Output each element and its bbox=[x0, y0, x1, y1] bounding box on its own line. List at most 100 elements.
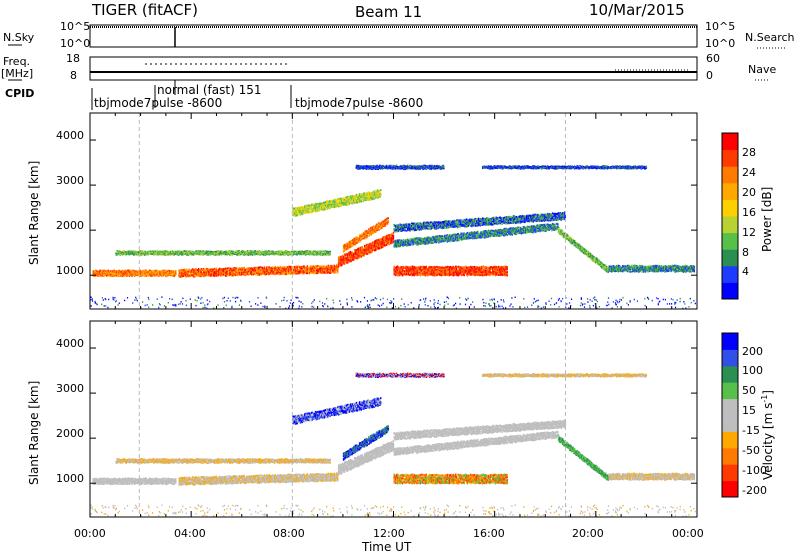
echo-cell bbox=[444, 235, 445, 237]
echo-cell bbox=[264, 266, 265, 268]
echo-cell bbox=[401, 240, 402, 242]
echo-cell bbox=[292, 250, 293, 251]
echo-cell bbox=[252, 253, 253, 254]
echo-cell bbox=[118, 276, 119, 278]
echo-cell bbox=[155, 253, 156, 254]
echo-cell bbox=[478, 233, 479, 235]
echo-cell bbox=[265, 250, 266, 251]
echo-cell bbox=[243, 255, 244, 256]
echo-cell bbox=[447, 266, 448, 268]
echo-cell bbox=[337, 268, 338, 270]
echo-cell bbox=[329, 253, 330, 254]
echo-cell bbox=[496, 230, 497, 232]
echo-cell bbox=[413, 243, 414, 245]
echo-cell bbox=[145, 251, 146, 252]
echo-cell bbox=[206, 268, 207, 270]
echo-cell bbox=[175, 272, 176, 274]
echo-cell bbox=[250, 250, 251, 251]
echo-cell bbox=[418, 274, 419, 276]
echo-cell bbox=[523, 226, 524, 228]
echo-cell bbox=[388, 241, 389, 243]
echo-cell bbox=[142, 275, 143, 277]
echo-cell bbox=[426, 266, 427, 268]
echo-cell bbox=[104, 275, 105, 277]
small-panels bbox=[8, 25, 787, 110]
echo-cell bbox=[163, 270, 164, 272]
echo-cell bbox=[388, 217, 389, 219]
echo-cell bbox=[179, 250, 180, 251]
echo-cell bbox=[527, 228, 528, 230]
echo-cell bbox=[122, 254, 123, 255]
echo-cell bbox=[226, 275, 227, 277]
echo-cell bbox=[458, 240, 459, 242]
echo-cell bbox=[307, 265, 308, 267]
echo-cell bbox=[512, 234, 513, 236]
echo-cell bbox=[467, 232, 468, 234]
echo-cell bbox=[328, 265, 329, 267]
nsky-panel bbox=[90, 25, 697, 47]
echo-cell bbox=[461, 233, 462, 235]
echo-cell bbox=[426, 274, 427, 276]
echo-cell bbox=[437, 274, 438, 276]
echo-cell bbox=[528, 228, 529, 230]
echo-cell bbox=[304, 267, 305, 269]
echo-cell bbox=[393, 235, 394, 237]
echo-cell bbox=[323, 251, 324, 252]
echo-cell bbox=[488, 230, 489, 232]
echo-cell bbox=[388, 243, 389, 245]
echo-cell bbox=[398, 266, 399, 268]
echo-cell bbox=[501, 235, 502, 237]
echo-cell bbox=[175, 270, 176, 272]
echo-cell bbox=[329, 255, 330, 256]
echo-cell bbox=[131, 276, 132, 278]
echo-cell bbox=[243, 267, 244, 269]
freq-panel bbox=[90, 57, 697, 80]
echo-cell bbox=[557, 223, 558, 225]
echo-cell bbox=[378, 229, 379, 231]
echo-cell bbox=[186, 269, 187, 271]
echo-cell bbox=[272, 266, 273, 268]
echo-cell bbox=[238, 270, 239, 272]
echo-cell bbox=[555, 226, 556, 228]
echo-cell bbox=[388, 220, 389, 222]
echo-cell bbox=[110, 270, 111, 272]
echo-cell bbox=[544, 224, 545, 226]
power-heatmap bbox=[90, 113, 697, 309]
echo-cell bbox=[538, 225, 539, 227]
echo-cell bbox=[318, 272, 319, 274]
echo-cell bbox=[286, 273, 287, 275]
echo-cell bbox=[356, 237, 357, 239]
echo-cell bbox=[309, 254, 310, 255]
echo-cell bbox=[341, 264, 342, 266]
echo-cell bbox=[464, 274, 465, 276]
echo-cell bbox=[124, 250, 125, 251]
echo-cell bbox=[393, 232, 394, 234]
echo-cell bbox=[221, 254, 222, 255]
echo-cell bbox=[236, 267, 237, 269]
echo-cell bbox=[329, 251, 330, 252]
echo-cell bbox=[252, 255, 253, 256]
echo-cell bbox=[204, 269, 205, 271]
echo-cell bbox=[274, 255, 275, 256]
echo-cell bbox=[474, 266, 475, 268]
echo-cell bbox=[477, 231, 478, 233]
echo-cell bbox=[368, 228, 369, 230]
echo-cell bbox=[456, 268, 457, 270]
echo-cell bbox=[481, 269, 482, 271]
echo-cell bbox=[307, 272, 308, 274]
echo-cell bbox=[335, 272, 336, 274]
echo-cell bbox=[363, 254, 364, 256]
echo-cell bbox=[517, 227, 518, 229]
echo-cell bbox=[395, 274, 396, 276]
echo-cell bbox=[132, 250, 133, 251]
echo-cell bbox=[200, 270, 201, 272]
echo-cell bbox=[247, 250, 248, 251]
echo-cell bbox=[133, 270, 134, 272]
echo-cell bbox=[432, 242, 433, 244]
echo-cell bbox=[448, 240, 449, 242]
echo-cell bbox=[260, 266, 261, 268]
panel-bg bbox=[90, 113, 697, 309]
echo-cell bbox=[227, 268, 228, 270]
echo-cell bbox=[217, 255, 218, 256]
